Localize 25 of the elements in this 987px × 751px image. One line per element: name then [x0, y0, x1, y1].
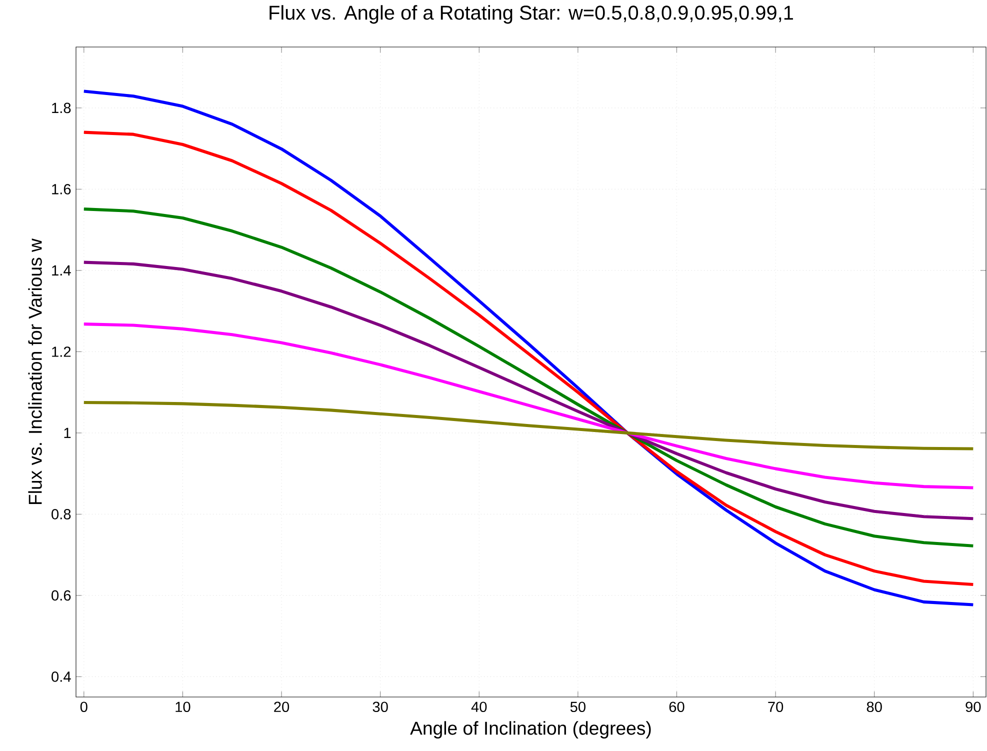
x-tick-label: 70	[768, 702, 784, 712]
x-tick-label: 30	[372, 702, 388, 712]
line-series	[82, 208, 975, 548]
line-series	[82, 322, 975, 490]
y-tick-label: 0.6	[52, 590, 71, 601]
x-tick-label: 80	[866, 702, 882, 712]
x-tick-label: 50	[570, 702, 586, 712]
x-tick-label: 20	[274, 702, 290, 712]
y-tick-label: 1.6	[52, 184, 71, 194]
line-series	[82, 400, 975, 450]
line-series	[82, 260, 975, 520]
y-axis-title: Flux vs. Inclination for Various w	[28, 238, 42, 504]
x-tick-label: 10	[176, 702, 190, 712]
x-tick-label: 60	[669, 702, 684, 712]
x-axis-title: Angle of Inclination (degrees)	[410, 721, 651, 738]
y-tick-label: 0.8	[52, 509, 71, 520]
x-tick-label: 0	[80, 702, 88, 712]
y-tick-label: 1.4	[52, 265, 71, 276]
x-tick-label: 90	[966, 702, 981, 712]
chart-title: Flux vs. Angle of a Rotating Star: w=0.5,0.8,0.9,0.95,0.99,1	[270, 5, 793, 24]
y-tick-label: 1	[64, 428, 71, 438]
y-tick-label: 1.8	[52, 102, 71, 114]
y-tick-label: 1.2	[52, 346, 71, 357]
x-tick-label: 40	[471, 702, 487, 712]
y-tick-label: 0.4	[52, 672, 71, 682]
